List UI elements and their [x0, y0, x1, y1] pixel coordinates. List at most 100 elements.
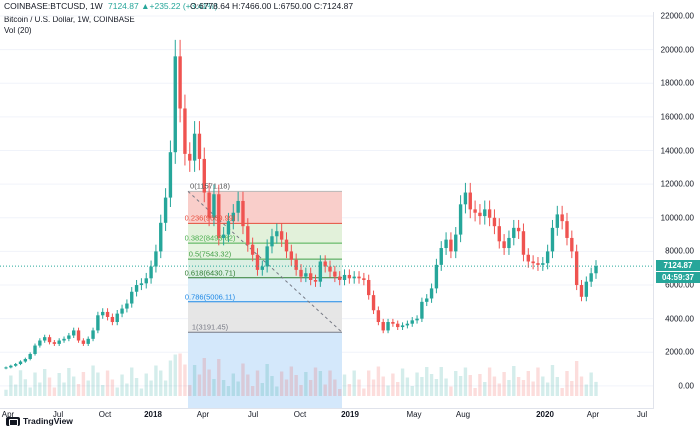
fib-trend-line: [187, 190, 343, 333]
volume-legend[interactable]: Vol (20): [4, 26, 32, 35]
candle-body: [439, 248, 443, 265]
candle-body: [289, 251, 294, 260]
volume-bar: [410, 386, 414, 396]
volume-bar: [541, 376, 545, 396]
volume-bar: [236, 381, 240, 396]
volume-bar: [105, 370, 110, 396]
volume-bar: [545, 382, 550, 396]
candle-body: [386, 322, 390, 331]
candle-body: [584, 281, 589, 297]
volume-bar: [381, 376, 385, 396]
candle-body: [130, 291, 134, 304]
volume-bar: [478, 374, 482, 396]
volume-bar: [507, 380, 511, 396]
candle-body: [23, 359, 28, 362]
time-tick-label: Jul: [636, 410, 648, 419]
volume-bar: [231, 373, 235, 396]
candle-body: [284, 239, 289, 252]
volume-bar: [294, 375, 298, 396]
volume-bar: [217, 359, 221, 396]
symbol-label[interactable]: COINBASE:BTCUSD, 1W: [4, 1, 103, 11]
volume-bar: [76, 384, 81, 396]
candle-body: [144, 278, 148, 284]
volume-bar: [454, 371, 458, 396]
candle-body: [13, 364, 18, 366]
candle-body: [188, 153, 192, 161]
price-axis[interactable]: 22000.00 20000.00 18000.00 16000.00 14000.00…: [653, 12, 700, 408]
volume-bar: [62, 382, 66, 396]
volume-bar: [178, 353, 182, 396]
candle-body: [410, 320, 414, 324]
tradingview-brand[interactable]: TradingView: [6, 415, 73, 427]
candle-body: [134, 285, 139, 292]
volume-bar: [241, 363, 245, 396]
candle-body: [168, 152, 173, 198]
candle-body: [545, 251, 550, 264]
volume-bar: [449, 386, 453, 396]
volume-bar: [468, 375, 472, 396]
candle-body: [28, 353, 32, 360]
volume-bar: [289, 366, 294, 396]
ohlc-values: O:6778.64 H:7466.00 L:6750.00 C:7124.87: [190, 1, 354, 11]
volume-bar: [139, 388, 144, 396]
candle-body: [139, 283, 144, 286]
volume-bar: [125, 383, 129, 396]
volume-bar: [18, 370, 23, 396]
volume-bar: [400, 368, 405, 396]
candle-body: [91, 330, 95, 339]
candle-body: [67, 335, 71, 339]
candle-body: [526, 254, 530, 262]
volume-bar: [159, 370, 163, 396]
price-chart[interactable]: [0, 12, 700, 438]
volume-bar: [304, 372, 308, 396]
candle-body: [396, 323, 400, 328]
candle-body: [352, 276, 356, 279]
candle-body: [270, 236, 274, 247]
time-axis[interactable]: Apr Jul Oct 2018 Apr Jul Oct 2019 May Aug 2020 Apr J…: [0, 408, 654, 425]
time-tick-label: Oct: [293, 410, 307, 419]
volume-bar: [425, 367, 429, 396]
volume-bar: [536, 367, 540, 396]
volume-bar: [550, 365, 555, 396]
time-tick-label: 2018: [144, 410, 162, 419]
candle-body: [425, 298, 429, 302]
volume-bar: [516, 377, 521, 396]
candle-body: [497, 226, 501, 242]
tradingview-logo-icon: [6, 416, 20, 426]
candle-body: [212, 194, 216, 218]
time-tick-label: 2019: [341, 410, 359, 419]
volume-bar: [396, 382, 400, 396]
price-tick-label: 20000.00: [660, 45, 694, 55]
candle-body: [279, 231, 284, 240]
volume-bar: [250, 386, 255, 396]
candle-body: [328, 266, 332, 272]
volume-bar: [492, 376, 497, 396]
volume-bar: [221, 380, 226, 396]
candle-body: [110, 316, 115, 323]
candle-body: [318, 261, 323, 282]
candle-body: [294, 259, 298, 270]
volume-bar: [357, 379, 361, 396]
fib-level-label: 0(11571.18): [190, 181, 230, 191]
volume-bar: [570, 381, 574, 396]
candle-body: [367, 279, 371, 296]
volume-bar: [255, 370, 260, 396]
candle-body: [96, 315, 100, 331]
candle-body: [33, 345, 37, 354]
candle-body: [468, 192, 472, 210]
candle-body: [579, 285, 584, 297]
candle-body: [550, 227, 555, 252]
candle-body: [357, 276, 361, 279]
volume-bar: [579, 376, 584, 396]
volume-bar: [67, 368, 71, 396]
candle-body: [594, 266, 598, 274]
candle-body: [246, 226, 250, 245]
candle-body: [502, 241, 506, 249]
price-tick-label: 8000.00: [665, 246, 694, 256]
volume-bar: [96, 372, 100, 396]
volume-bar: [52, 387, 57, 396]
volume-bar: [487, 367, 492, 396]
volume-bar: [371, 379, 376, 396]
volume-bar: [9, 375, 13, 396]
time-tick-label: Jul: [52, 410, 64, 419]
